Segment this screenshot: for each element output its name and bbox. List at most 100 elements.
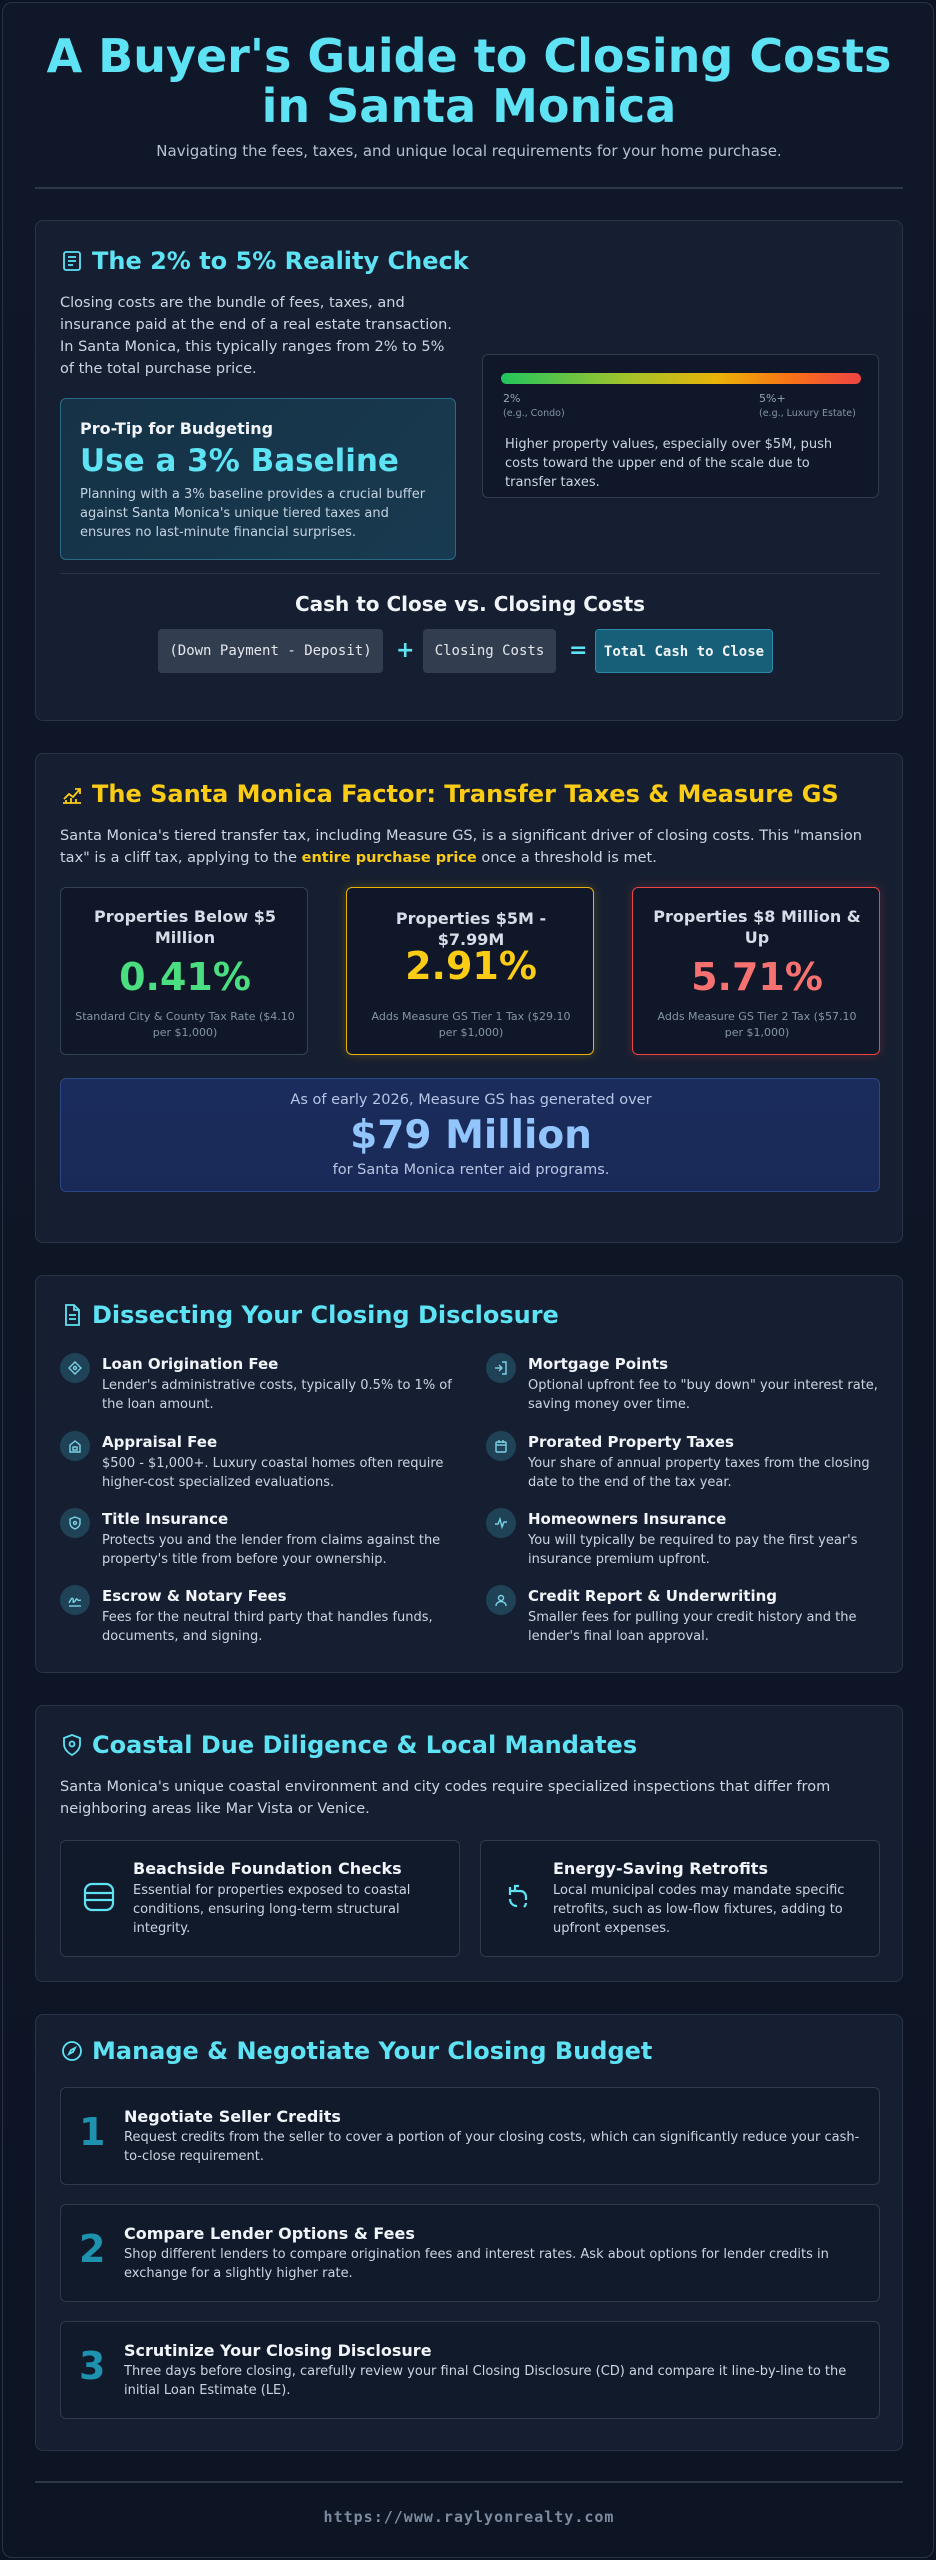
scale-low-note: (e.g., Condo): [503, 408, 565, 419]
fee-item: Title Insurance Protects you and the len…: [60, 1508, 440, 1576]
coastal-item-foundation: Beachside Foundation Checks Essential fo…: [60, 1840, 460, 1957]
factor-intro-highlight: entire purchase price: [301, 850, 477, 866]
tier-heading: Properties $8 Million & Up: [653, 907, 861, 947]
formula-closing-costs: Closing Costs: [423, 629, 556, 673]
formula-plus: +: [396, 638, 415, 663]
measure-gs-purpose: for Santa Monica renter aid programs.: [332, 1162, 610, 1178]
fee-item: Mortgage Points Optional upfront fee to …: [486, 1353, 878, 1421]
header-divider: [35, 187, 903, 189]
coastal-item-retrofits: Energy-Saving Retrofits Local municipal …: [480, 1840, 880, 1957]
cost-scale-bar: [501, 373, 861, 384]
fee-description: Protects you and the lender from claims …: [102, 1533, 441, 1567]
tier-rate: 0.41%: [119, 955, 251, 999]
fee-description: Optional upfront fee to "buy down" your …: [528, 1378, 878, 1412]
fee-name: Prorated Property Taxes: [528, 1433, 734, 1451]
title-line-2: in Santa Monica: [261, 79, 677, 133]
protip-box: Pro-Tip for Budgeting Use a 3% Baseline …: [60, 398, 456, 560]
tier-rate: 5.71%: [691, 955, 823, 999]
tier-heading: Properties $5M - $7.99M: [395, 909, 547, 949]
protip-text: Planning with a 3% baseline provides a c…: [80, 487, 426, 540]
activity-icon: [486, 1508, 516, 1538]
formula-down-payment: (Down Payment - Deposit): [158, 629, 383, 673]
budget-step: 2 Compare Lender Options & Fees Shop dif…: [60, 2204, 880, 2302]
tier-rate: 2.91%: [405, 944, 537, 988]
foundation-layers-icon: [83, 1882, 115, 1912]
header: A Buyer's Guide to Closing Costs in Sant…: [3, 3, 935, 188]
fee-name: Homeowners Insurance: [528, 1510, 727, 1528]
step-name: Negotiate Seller Credits: [124, 2107, 341, 2126]
protip-label: Pro-Tip for Budgeting: [80, 419, 274, 438]
factor-intro-text-end: once a threshold is met.: [476, 850, 657, 866]
scale-high-label: 5%+: [759, 392, 786, 405]
coastal-title: Coastal Due Diligence & Local Mandates: [92, 1731, 638, 1759]
page-subtitle: Navigating the fees, taxes, and unique l…: [156, 142, 782, 160]
fee-name: Title Insurance: [102, 1510, 229, 1528]
chart-trend-icon: [63, 788, 81, 804]
coastal-item-description: Essential for properties exposed to coas…: [133, 1883, 411, 1936]
tier-card-8m-plus: Properties $8 Million & Up 5.71% Adds Me…: [632, 887, 880, 1055]
fee-item: Appraisal Fee $500 - $1,000+. Luxury coa…: [60, 1431, 443, 1499]
footer-url[interactable]: https://www.raylyonrealty.com: [323, 2508, 615, 2526]
fee-name: Credit Report & Underwriting: [528, 1587, 778, 1605]
coastal-intro: Santa Monica's unique coastal environmen…: [60, 1779, 831, 1817]
factor-title: The Santa Monica Factor: Transfer Taxes …: [92, 780, 839, 808]
fee-item: Homeowners Insurance You will typically …: [486, 1508, 866, 1576]
fee-description: Your share of annual property taxes from…: [528, 1456, 870, 1490]
fee-description: You will typically be required to pay th…: [528, 1533, 858, 1567]
step-number: 1: [79, 2110, 106, 2154]
fee-name: Mortgage Points: [528, 1355, 669, 1373]
faucet-icon: [508, 1884, 528, 1908]
factor-intro-text: Santa Monica's tiered transfer tax, incl…: [60, 828, 862, 866]
footer-divider: [35, 2481, 903, 2483]
scale-low-label: 2%: [503, 392, 521, 405]
budget-step: 1 Negotiate Seller Credits Request credi…: [60, 2087, 880, 2185]
fee-name: Appraisal Fee: [102, 1433, 218, 1451]
factor-intro: Santa Monica's tiered transfer tax, incl…: [60, 825, 880, 869]
coastal-item-name: Energy-Saving Retrofits: [553, 1859, 768, 1878]
formula-equals: =: [569, 638, 588, 663]
step-name: Compare Lender Options & Fees: [124, 2224, 415, 2243]
shield-icon: [60, 1508, 90, 1538]
coastal-item-name: Beachside Foundation Checks: [133, 1859, 402, 1878]
tier-heading: Properties Below $5 Million: [93, 907, 277, 947]
signature-icon: [60, 1585, 90, 1615]
budget-step: 3 Scrutinize Your Closing Disclosure Thr…: [60, 2321, 880, 2419]
reality-check-title: The 2% to 5% Reality Check: [92, 247, 469, 275]
cash-to-close-title: Cash to Close vs. Closing Costs: [294, 592, 646, 616]
step-number: 2: [79, 2227, 106, 2271]
section-divider: [60, 573, 880, 574]
measure-gs-callout: As of early 2026, Measure GS has generat…: [60, 1078, 880, 1192]
cost-scale-box: 2% (e.g., Condo) 5%+ (e.g., Luxury Estat…: [482, 354, 879, 498]
step-description: Request credits from the seller to cover…: [124, 2130, 860, 2164]
fee-item: Credit Report & Underwriting Smaller fee…: [486, 1585, 866, 1653]
fee-description: $500 - $1,000+. Luxury coastal homes oft…: [102, 1456, 444, 1490]
reality-check-section: The 2% to 5% Reality Check Closing costs…: [35, 220, 903, 721]
scale-high-note: (e.g., Luxury Estate): [759, 408, 856, 419]
fee-name: Loan Origination Fee: [102, 1355, 279, 1373]
measure-gs-amount: $79 Million: [350, 1113, 592, 1158]
closing-disclosure-section: Dissecting Your Closing Disclosure Loan …: [35, 1275, 903, 1673]
step-name: Scrutinize Your Closing Disclosure: [124, 2341, 432, 2360]
fee-description: Smaller fees for pulling your credit his…: [528, 1610, 857, 1644]
protip-headline: Use a 3% Baseline: [80, 443, 399, 479]
arrow-in-icon: [486, 1353, 516, 1383]
tier-note: Adds Measure GS Tier 1 Tax ($29.10 per $…: [371, 1010, 571, 1039]
fee-item: Loan Origination Fee Lender's administra…: [60, 1353, 452, 1421]
title-line-1: A Buyer's Guide to Closing Costs: [46, 29, 892, 83]
reality-intro: Closing costs are the bundle of fees, ta…: [60, 295, 452, 377]
measure-gs-intro: As of early 2026, Measure GS has generat…: [290, 1092, 652, 1108]
manage-budget-section: Manage & Negotiate Your Closing Budget 1…: [35, 2014, 903, 2451]
santa-monica-factor-section: The Santa Monica Factor: Transfer Taxes …: [35, 753, 903, 1243]
tag-icon: [60, 1353, 90, 1383]
manage-title: Manage & Negotiate Your Closing Budget: [92, 2037, 653, 2065]
tier-note: Adds Measure GS Tier 2 Tax ($57.10 per $…: [657, 1010, 857, 1039]
fee-item: Prorated Property Taxes Your share of an…: [486, 1431, 870, 1499]
fee-description: Lender's administrative costs, typically…: [102, 1378, 452, 1412]
disclosure-title: Dissecting Your Closing Disclosure: [92, 1301, 559, 1329]
coastal-item-description: Local municipal codes may mandate specif…: [553, 1883, 845, 1936]
fee-item: Escrow & Notary Fees Fees for the neutra…: [60, 1585, 440, 1653]
shield-check-icon: [63, 1734, 81, 1757]
tier-note: Standard City & County Tax Rate ($4.10 p…: [75, 1010, 295, 1039]
page-title: A Buyer's Guide to Closing Costs in Sant…: [3, 31, 935, 131]
